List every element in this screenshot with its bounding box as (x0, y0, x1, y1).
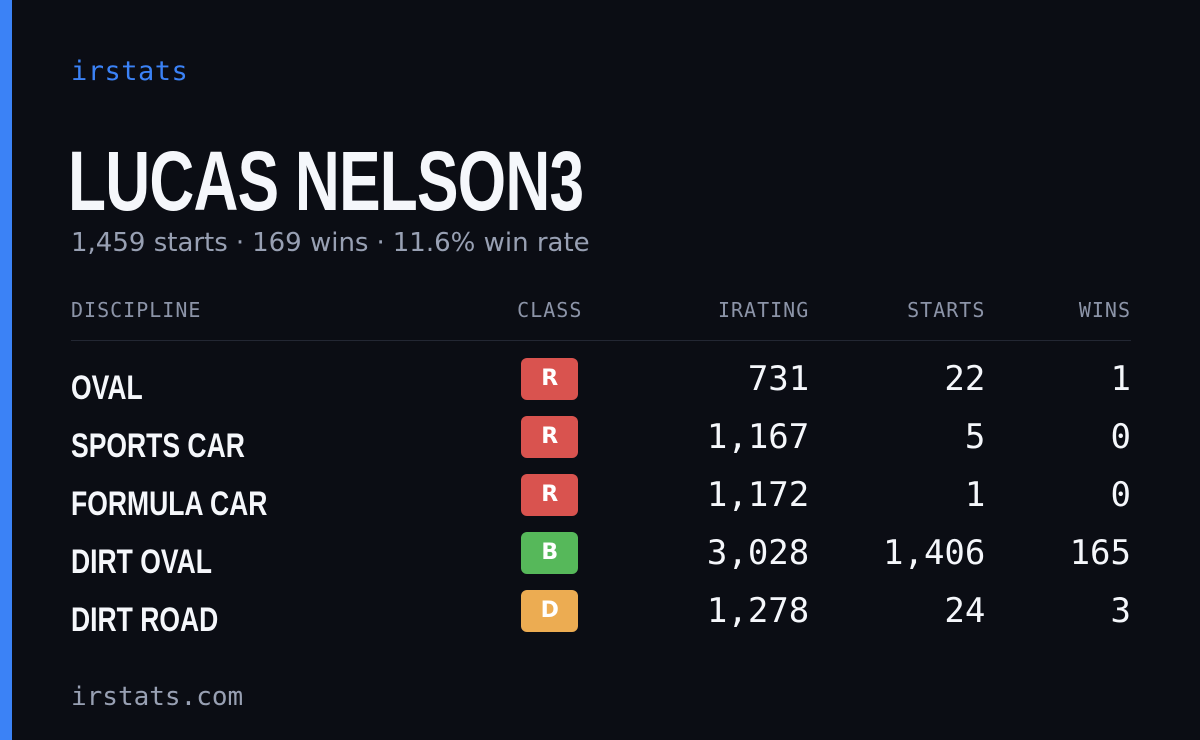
license-class-badge: R (521, 416, 579, 458)
wins-cell: 165 (985, 527, 1131, 585)
irating-value: 1,172 (706, 475, 810, 515)
discipline-name: SPORTS CAR (71, 426, 245, 465)
brand-logo-text: irstats (71, 56, 189, 87)
starts-cell: 1,406 (809, 527, 985, 585)
discipline-name: DIRT ROAD (71, 600, 219, 639)
wins-cell: 0 (985, 411, 1131, 469)
header-starts: STARTS (809, 298, 986, 341)
starts-value: 5 (964, 417, 986, 457)
starts-cell: 1 (809, 469, 985, 527)
discipline-cell: DIRT OVAL (71, 527, 492, 585)
starts-cell: 24 (809, 585, 985, 643)
irating-value: 731 (747, 359, 810, 399)
wins-value: 0 (1110, 475, 1131, 515)
wins-value: 0 (1110, 417, 1131, 457)
wins-cell: 0 (985, 469, 1131, 527)
table-row: FORMULA CAR R 1,172 1 0 (71, 469, 1131, 527)
starts-value: 22 (944, 359, 986, 399)
irating-cell: 1,167 (607, 411, 809, 469)
header-discipline: DISCIPLINE (71, 298, 493, 341)
class-cell: D (492, 585, 607, 643)
irating-cell: 3,028 (607, 527, 809, 585)
accent-bar (0, 0, 12, 740)
class-cell: R (492, 411, 607, 469)
discipline-name: OVAL (71, 368, 143, 407)
driver-name: LUCAS NELSON3 (68, 134, 584, 228)
class-cell: B (492, 527, 607, 585)
irating-cell: 1,172 (607, 469, 809, 527)
table-row: DIRT OVAL B 3,028 1,406 165 (71, 527, 1131, 585)
summary-win-rate: 11.6% win rate (392, 228, 590, 258)
header-class: CLASS (492, 298, 608, 341)
irating-value: 3,028 (706, 533, 810, 573)
footer-url: irstats.com (71, 682, 244, 712)
table-header-row: DISCIPLINE CLASS IRATING STARTS WINS (71, 298, 1131, 341)
table-row: DIRT ROAD D 1,278 24 3 (71, 585, 1131, 643)
irating-value: 1,278 (706, 591, 810, 631)
discipline-cell: FORMULA CAR (71, 469, 492, 527)
summary-separator: · (235, 228, 245, 258)
discipline-stats-table: DISCIPLINE CLASS IRATING STARTS WINS OVA… (71, 298, 1131, 643)
irating-cell: 1,278 (607, 585, 809, 643)
starts-value: 1,406 (883, 533, 986, 573)
starts-cell: 22 (809, 341, 985, 412)
summary-starts: 1,459 starts (71, 228, 228, 258)
irating-value: 1,167 (706, 417, 810, 457)
wins-value: 165 (1069, 533, 1131, 573)
discipline-cell: DIRT ROAD (71, 585, 492, 643)
discipline-cell: SPORTS CAR (71, 411, 492, 469)
irating-cell: 731 (607, 341, 809, 412)
summary-separator: · (376, 228, 385, 258)
table-row: OVAL R 731 22 1 (71, 341, 1131, 412)
license-class-badge: B (521, 532, 579, 574)
header-wins: WINS (985, 298, 1131, 341)
starts-value: 24 (944, 591, 986, 631)
table-row: SPORTS CAR R 1,167 5 0 (71, 411, 1131, 469)
starts-value: 1 (964, 475, 986, 515)
wins-cell: 3 (985, 585, 1131, 643)
discipline-name: FORMULA CAR (71, 484, 268, 523)
header-irating: IRATING (607, 298, 810, 341)
starts-cell: 5 (809, 411, 985, 469)
discipline-cell: OVAL (71, 341, 492, 412)
license-class-badge: D (521, 590, 579, 632)
class-cell: R (492, 469, 607, 527)
wins-cell: 1 (985, 341, 1131, 412)
license-class-badge: R (521, 358, 579, 400)
license-class-badge: R (521, 474, 579, 516)
wins-value: 1 (1110, 359, 1131, 399)
class-cell: R (492, 341, 607, 412)
discipline-name: DIRT OVAL (71, 542, 212, 581)
summary-wins: 169 wins (252, 228, 369, 258)
wins-value: 3 (1110, 591, 1131, 631)
driver-summary: 1,459 starts · 169 wins · 11.6% win rate (71, 228, 590, 258)
